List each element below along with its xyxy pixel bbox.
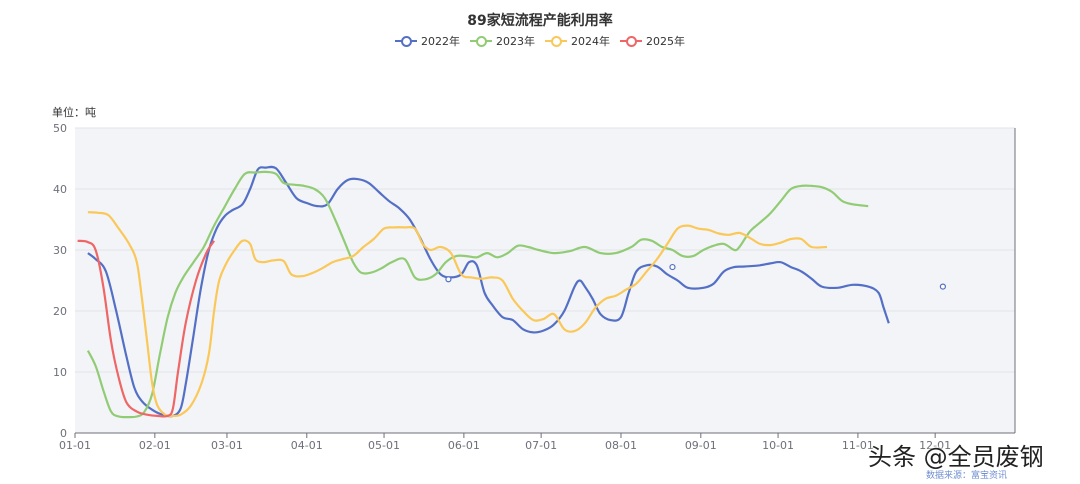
- x-tick-label: 05-01: [368, 439, 400, 452]
- x-tick-label: 11-01: [842, 439, 874, 452]
- x-tick-label: 08-01: [605, 439, 637, 452]
- x-tick-label: 12-01: [919, 439, 951, 452]
- data-point-marker: [445, 276, 452, 283]
- legend-item[interactable]: 2023年: [470, 33, 535, 49]
- legend-swatch-icon: [620, 35, 642, 47]
- x-tick-label: 04-01: [291, 439, 323, 452]
- legend-swatch-icon: [545, 35, 567, 47]
- x-tick-label: 09-01: [685, 439, 717, 452]
- data-point-marker: [669, 263, 676, 271]
- series-line-2024年: [87, 211, 828, 418]
- watermark-text: 头条 @全员废钢: [868, 443, 1044, 471]
- series-line-2023年: [86, 170, 869, 419]
- legend-item[interactable]: 2025年: [620, 33, 685, 49]
- y-tick-label: 0: [60, 427, 67, 440]
- data-point-marker: [939, 283, 946, 290]
- series-line-2022年: [87, 165, 890, 418]
- y-tick-label: 30: [53, 244, 67, 257]
- legend-label: 2024年: [571, 35, 610, 48]
- y-tick-label: 50: [53, 122, 67, 135]
- legend-swatch-icon: [395, 35, 417, 47]
- chart-title: 89家短流程产能利用率: [467, 13, 613, 29]
- x-tick-label: 07-01: [525, 439, 557, 452]
- source-note: 数据来源：富宝资讯: [926, 471, 1008, 481]
- x-tick-label: 02-01: [139, 439, 171, 452]
- legend-swatch-icon: [470, 35, 492, 47]
- x-tick-label: 01-01: [59, 439, 91, 452]
- legend-label: 2023年: [496, 35, 535, 48]
- unit-label: 单位：吨: [52, 106, 96, 119]
- legend-item[interactable]: 2024年: [545, 33, 610, 49]
- x-tick-label: 03-01: [211, 439, 243, 452]
- x-tick-label: 06-01: [448, 439, 480, 452]
- legend-label: 2025年: [646, 35, 685, 48]
- y-tick-label: 40: [53, 183, 67, 196]
- x-tick-label: 10-01: [762, 439, 794, 452]
- y-tick-label: 10: [53, 366, 67, 379]
- legend-item[interactable]: 2022年: [395, 33, 460, 49]
- plot-background: [75, 128, 1015, 433]
- series-line-2025年: [77, 239, 216, 418]
- legend[interactable]: 2022年 2023年 2024年 2025年: [0, 33, 1080, 49]
- legend-label: 2022年: [421, 35, 460, 48]
- y-tick-label: 20: [53, 305, 67, 318]
